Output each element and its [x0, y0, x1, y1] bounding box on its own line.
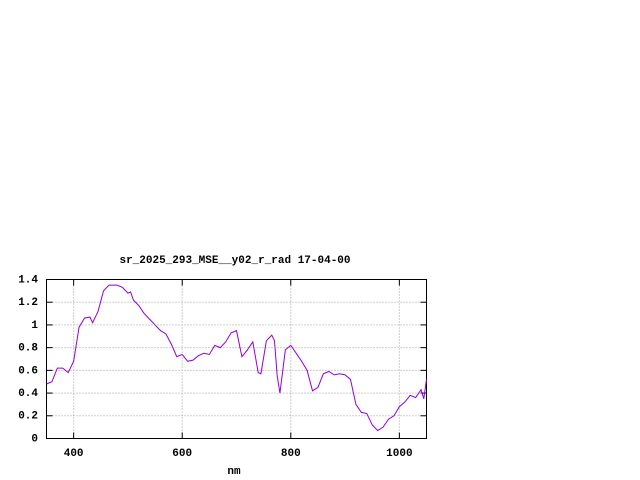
y-tick-label: 0.4	[18, 388, 38, 400]
x-tick-label: 800	[281, 448, 301, 460]
plot-border	[46, 279, 427, 439]
y-tick-label: 1.2	[18, 297, 38, 309]
y-tick-label: 0.2	[18, 411, 38, 423]
y-tick-label: 0.8	[18, 343, 38, 355]
chart-title: sr_2025_293_MSE__y02_r_rad 17-04-00	[119, 255, 350, 267]
y-tick-label: 1.4	[18, 274, 38, 286]
y-tick-label: 0	[31, 433, 38, 445]
x-axis-label: nm	[227, 466, 241, 478]
y-tick-label: 1	[31, 320, 38, 332]
x-tick-label: 600	[172, 448, 192, 460]
data-line	[46, 284, 427, 432]
y-tick-label: 0.6	[18, 365, 38, 377]
x-tick-label: 1000	[386, 448, 412, 460]
x-tick-label: 400	[64, 448, 84, 460]
